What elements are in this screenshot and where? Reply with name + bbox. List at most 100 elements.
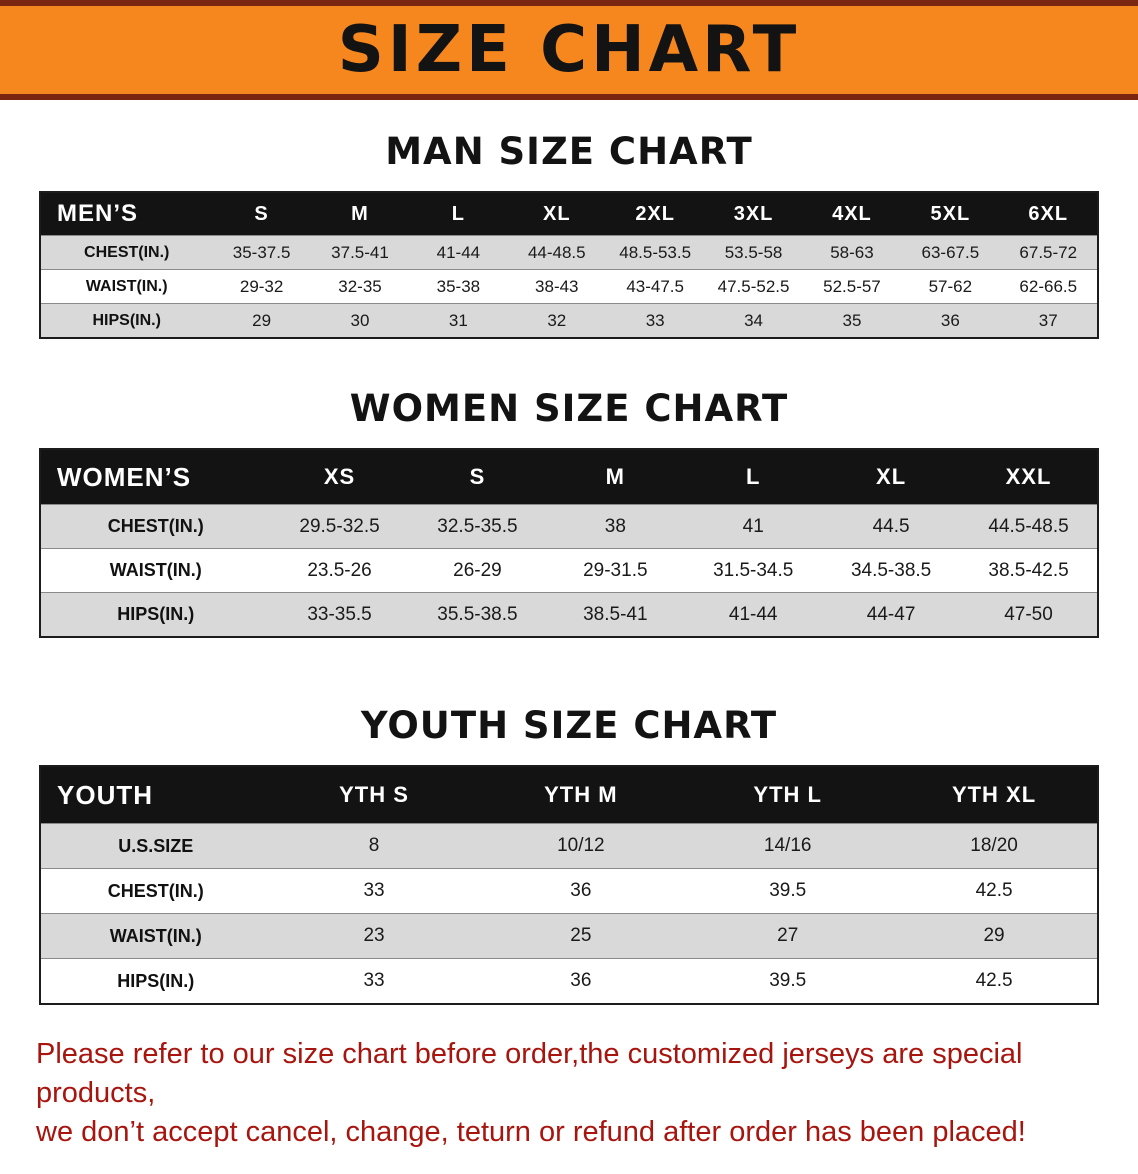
size-value: 23.5-26 xyxy=(307,559,372,581)
size-value: 35-37.5 xyxy=(232,242,291,262)
size-value: 44-47 xyxy=(866,603,916,625)
size-value: 41 xyxy=(742,515,764,537)
size-column-header: YTH L xyxy=(684,766,892,824)
size-column-header: 6XL xyxy=(999,192,1098,236)
size-column-header: 4XL xyxy=(802,192,902,236)
size-column-header: 2XL xyxy=(605,192,705,236)
table-row: CHEST(IN.) 35-37.5 37.5-41 41-44 44-48.5 48.5… xyxy=(40,235,1098,270)
size-column-header: S xyxy=(212,192,311,236)
size-column-header: L xyxy=(684,449,823,505)
size-value: 43-47.5 xyxy=(626,276,684,296)
size-value: 32.5-35.5 xyxy=(437,515,518,537)
table-title-cell: MEN’S xyxy=(40,192,213,236)
size-value: 36 xyxy=(570,880,592,901)
size-value: 58-63 xyxy=(830,242,874,262)
size-value: 36 xyxy=(940,310,960,330)
row-label: CHEST(IN.) xyxy=(107,880,204,901)
size-value: 33 xyxy=(645,310,665,330)
size-value: 41-44 xyxy=(436,242,481,262)
size-value: 42.5 xyxy=(975,970,1013,991)
size-value: 29.5-32.5 xyxy=(299,515,380,537)
size-value: 47.5-52.5 xyxy=(717,276,790,296)
size-column-header: XS xyxy=(270,449,409,505)
size-value: 25 xyxy=(570,925,592,946)
youth-table-head: YOUTH YTH S YTH M YTH L YTH XL xyxy=(40,766,1098,824)
banner: SIZE CHART xyxy=(0,0,1138,100)
row-label: U.S.SIZE xyxy=(118,835,194,856)
size-value: 31.5-34.5 xyxy=(713,559,794,581)
row-label: WAIST(IN.) xyxy=(109,925,202,946)
size-value: 14/16 xyxy=(763,835,812,856)
size-value: 37.5-41 xyxy=(331,242,389,262)
size-value: 39.5 xyxy=(769,970,807,991)
size-value: 29-32 xyxy=(239,276,284,296)
size-value: 36 xyxy=(570,970,592,991)
size-value: 29 xyxy=(252,310,272,330)
disclaimer-line-1: Please refer to our size chart before or… xyxy=(36,1038,1023,1110)
men-size-table: MEN’S S M L XL 2XL 3XL 4XL 5XL 6XL CHEST(IN.) 35-3… xyxy=(39,191,1099,339)
table-header-row: WOMEN’S XS S M L XL XXL xyxy=(40,449,1098,505)
men-table-body: CHEST(IN.) 35-37.5 37.5-41 41-44 44-48.5 48.5… xyxy=(40,235,1098,338)
size-column-header: 3XL xyxy=(704,192,803,236)
size-column-header: M xyxy=(310,192,410,236)
row-label: HIPS(IN.) xyxy=(117,604,195,624)
size-value: 29 xyxy=(983,925,1005,946)
women-section-heading: WOMEN SIZE CHART xyxy=(349,387,789,430)
table-row: WAIST(IN.) 29-32 32-35 35-38 38-43 43-47.5 47.… xyxy=(40,269,1098,304)
size-column-header: L xyxy=(409,192,508,236)
table-row: WAIST(IN.) 23.5-26 26-29 29-31.5 31.5-34.5 34… xyxy=(40,548,1098,593)
row-label: WAIST(IN.) xyxy=(85,277,168,295)
size-value: 44-48.5 xyxy=(527,242,586,262)
table-row: HIPS(IN.) 29 30 31 32 33 34 35 36 37 xyxy=(40,303,1098,338)
size-value: 27 xyxy=(777,925,799,946)
men-section: MAN SIZE CHART MEN’S S M L XL 2XL 3XL 4XL 5XL 6XL… xyxy=(0,100,1138,339)
table-row: CHEST(IN.) 33 36 39.5 42.5 xyxy=(40,868,1098,914)
size-value: 41-44 xyxy=(728,603,778,625)
size-value: 8 xyxy=(368,835,380,856)
size-value: 34.5-38.5 xyxy=(850,559,932,581)
size-value: 52.5-57 xyxy=(823,276,881,296)
disclaimer-line-2: we don’t accept cancel, change, teturn o… xyxy=(36,1116,1026,1149)
size-value: 53.5-58 xyxy=(724,242,783,262)
size-value: 10/12 xyxy=(557,835,605,856)
youth-size-table: YOUTH YTH S YTH M YTH L YTH XL U.S.SIZE 8 10/1… xyxy=(39,765,1099,1005)
women-table-body: CHEST(IN.) 29.5-32.5 32.5-35.5 38 41 44.5 44.5… xyxy=(40,504,1098,637)
size-value: 44.5 xyxy=(872,515,910,537)
row-label: CHEST(IN.) xyxy=(84,243,170,261)
size-column-header: YTH XL xyxy=(891,766,1098,824)
size-value: 35-38 xyxy=(436,276,481,296)
size-value: 42.5 xyxy=(975,880,1013,901)
table-row: HIPS(IN.) 33 36 39.5 42.5 xyxy=(40,958,1098,1004)
women-table-head: WOMEN’S XS S M L XL XXL xyxy=(40,449,1098,505)
size-column-header: XL xyxy=(507,192,606,236)
size-value: 62-66.5 xyxy=(1019,276,1078,296)
size-value: 39.5 xyxy=(769,880,807,901)
table-row: WAIST(IN.) 23 25 27 29 xyxy=(40,913,1098,959)
men-section-heading: MAN SIZE CHART xyxy=(385,130,753,173)
size-value: 35 xyxy=(842,310,862,330)
size-column-header: XXL xyxy=(960,449,1098,505)
size-value: 30 xyxy=(350,310,370,330)
size-value: 32-35 xyxy=(338,276,382,296)
table-row: CHEST(IN.) 29.5-32.5 32.5-35.5 38 41 44.5 44.5… xyxy=(40,504,1098,549)
size-column-header: YTH M xyxy=(477,766,685,824)
page-title: SIZE CHART xyxy=(337,13,801,87)
row-label: HIPS(IN.) xyxy=(92,311,161,329)
size-value: 47-50 xyxy=(1004,603,1053,625)
size-value: 29-31.5 xyxy=(583,559,648,581)
size-value: 23 xyxy=(363,925,385,946)
women-section: WOMEN SIZE CHART WOMEN’S XS S M L XL XXL CHEST… xyxy=(0,339,1138,638)
size-column-header: 5XL xyxy=(901,192,1000,236)
size-value: 31 xyxy=(448,310,468,330)
size-value: 38.5-41 xyxy=(583,603,648,625)
men-table-head: MEN’S S M L XL 2XL 3XL 4XL 5XL 6XL xyxy=(40,192,1098,236)
size-value: 38-43 xyxy=(535,276,579,296)
size-value: 33 xyxy=(363,970,385,991)
size-value: 33 xyxy=(363,880,385,901)
table-row: U.S.SIZE 8 10/12 14/16 18/20 xyxy=(40,823,1098,869)
size-column-header: XL xyxy=(822,449,961,505)
size-column-header: YTH S xyxy=(270,766,478,824)
youth-section: YOUTH SIZE CHART YOUTH YTH S YTH M YTH L YTH… xyxy=(0,638,1138,1005)
table-header-row: MEN’S S M L XL 2XL 3XL 4XL 5XL 6XL xyxy=(40,192,1098,236)
size-value: 38 xyxy=(604,515,626,537)
